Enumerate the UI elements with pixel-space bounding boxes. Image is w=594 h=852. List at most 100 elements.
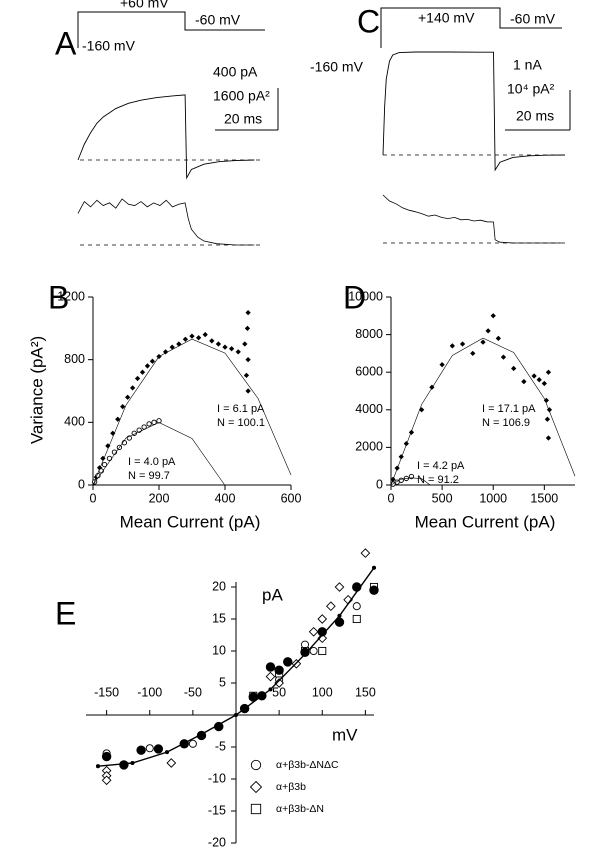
circle-marker bbox=[283, 657, 293, 667]
x-tick-label: 500 bbox=[432, 491, 453, 505]
circle-marker bbox=[317, 627, 327, 637]
circle-marker bbox=[156, 418, 162, 424]
dot-marker bbox=[371, 565, 377, 570]
dot-marker bbox=[164, 750, 170, 755]
y-tick-label: -10 bbox=[208, 771, 226, 785]
x-tick-label: 200 bbox=[149, 491, 170, 505]
y-tick-label: 4000 bbox=[355, 402, 383, 416]
diamond-marker bbox=[470, 350, 476, 357]
x-tick-label: -50 bbox=[184, 685, 202, 699]
diamond-marker bbox=[495, 335, 501, 341]
diamond-marker bbox=[274, 678, 284, 688]
circle-marker bbox=[352, 602, 361, 611]
dot-marker bbox=[302, 652, 308, 657]
diamond-marker bbox=[245, 310, 251, 316]
circle-marker bbox=[101, 461, 108, 468]
diamond-marker bbox=[134, 375, 141, 382]
square-marker bbox=[318, 646, 327, 656]
y-tick-label: 0 bbox=[376, 477, 383, 491]
legend-label: α+β3b-ΔN bbox=[276, 803, 324, 815]
diamond-marker bbox=[334, 582, 345, 592]
fit-curve bbox=[390, 337, 576, 486]
dot-marker bbox=[130, 760, 135, 766]
dot-marker bbox=[337, 613, 342, 618]
x-axis-unit: mV bbox=[332, 725, 358, 744]
dot-marker bbox=[199, 732, 204, 737]
diamond-marker bbox=[149, 358, 156, 364]
legend-marker bbox=[249, 780, 263, 794]
y-tick-label: 10000 bbox=[348, 289, 383, 303]
annotation: N = 99.7 bbox=[128, 470, 170, 482]
diamond-marker bbox=[125, 394, 131, 400]
legend-marker bbox=[250, 803, 262, 815]
diamond-marker bbox=[235, 349, 241, 355]
panel-letter: E bbox=[55, 595, 76, 631]
x-axis-title: Mean Current (pA) bbox=[415, 512, 556, 531]
y-tick-label: 1200 bbox=[57, 289, 85, 303]
circle-marker bbox=[334, 617, 345, 627]
annotation: I = 4.0 pA bbox=[128, 456, 176, 468]
diamond-marker bbox=[439, 362, 445, 368]
y-tick-label: 15 bbox=[212, 611, 226, 625]
y-tick-label: 8000 bbox=[355, 327, 383, 341]
circle-marker bbox=[274, 665, 284, 675]
x-tick-label: 600 bbox=[281, 491, 302, 505]
diamond-marker bbox=[317, 633, 328, 644]
dot-marker bbox=[95, 764, 101, 769]
dot-marker bbox=[233, 712, 239, 718]
diamond-marker bbox=[228, 346, 235, 352]
diamond-marker bbox=[189, 333, 195, 339]
y-tick-label: 800 bbox=[64, 352, 85, 366]
legend-label: α+β3b-ΔNΔC bbox=[276, 759, 339, 771]
diamond-marker bbox=[139, 369, 146, 375]
annotation: N = 100.1 bbox=[217, 417, 265, 429]
current-trace bbox=[382, 51, 566, 172]
circle-marker bbox=[101, 751, 112, 762]
voltage-protocol bbox=[380, 7, 562, 48]
diamond-marker bbox=[545, 369, 552, 375]
diamond-marker bbox=[536, 377, 542, 383]
circle-marker bbox=[146, 421, 152, 427]
x-tick-label: 0 bbox=[90, 491, 97, 505]
diamond-marker bbox=[215, 341, 222, 347]
scale-label: 1600 pA² bbox=[213, 88, 270, 104]
diamond-marker bbox=[545, 435, 552, 441]
variance-trace bbox=[77, 198, 255, 246]
panel-letter: B bbox=[48, 279, 69, 315]
diamond-marker bbox=[480, 339, 486, 345]
diamond-marker bbox=[182, 336, 189, 342]
circle-marker bbox=[188, 739, 197, 748]
dot-marker bbox=[268, 687, 273, 692]
diamond-marker bbox=[419, 407, 425, 413]
diamond-marker bbox=[500, 354, 507, 360]
diamond-marker bbox=[317, 614, 328, 624]
y-tick-label: 20 bbox=[212, 579, 226, 593]
diamond-marker bbox=[245, 357, 251, 363]
legend-label: α+β3b bbox=[276, 781, 306, 793]
diamond-marker bbox=[166, 758, 177, 768]
circle-marker bbox=[153, 744, 164, 754]
diamond-marker bbox=[511, 365, 517, 372]
current-trace bbox=[77, 94, 255, 180]
protocol-label: -160 mV bbox=[310, 59, 364, 75]
diamond-marker bbox=[485, 328, 491, 334]
y-tick-label: 400 bbox=[64, 415, 85, 429]
diamond-marker bbox=[521, 378, 527, 385]
y-tick-label: 5 bbox=[219, 675, 226, 689]
x-tick-label: 1000 bbox=[479, 491, 507, 505]
diamond-marker bbox=[242, 341, 248, 347]
y-tick-label: -15 bbox=[208, 803, 226, 817]
y-tick-label: 6000 bbox=[355, 364, 383, 378]
x-tick-label: -150 bbox=[94, 685, 119, 699]
fit-curve bbox=[390, 477, 431, 486]
protocol-label: -60 mV bbox=[195, 12, 241, 28]
x-tick-label: 50 bbox=[272, 685, 286, 699]
y-tick-label: -20 bbox=[208, 835, 226, 849]
x-tick-label: 1500 bbox=[530, 491, 558, 505]
circle-marker bbox=[265, 662, 276, 672]
annotation: I = 4.2 pA bbox=[417, 460, 465, 472]
panel-letter: A bbox=[55, 25, 77, 61]
diamond-marker bbox=[449, 343, 455, 349]
x-tick-label: 0 bbox=[388, 491, 395, 505]
x-axis-title: Mean Current (pA) bbox=[120, 512, 261, 531]
